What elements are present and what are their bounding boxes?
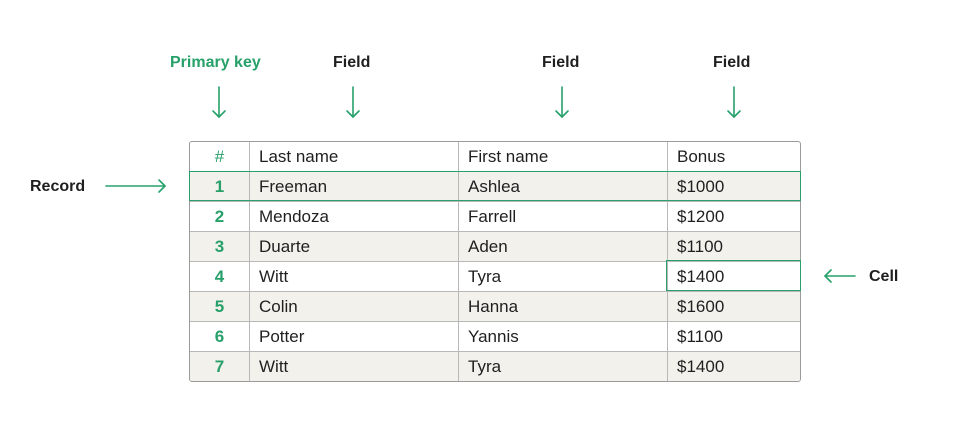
arrow-down-icon-primary-key bbox=[212, 86, 226, 118]
table-row: 4 Witt Tyra $1400 bbox=[190, 261, 800, 291]
header-cell-last-name: Last name bbox=[249, 142, 458, 171]
last-name-cell: Witt bbox=[249, 352, 458, 381]
header-cell-id: # bbox=[214, 147, 225, 166]
bonus-cell: $1100 bbox=[667, 322, 800, 351]
table-row: 5 Colin Hanna $1600 bbox=[190, 291, 800, 321]
last-name-cell: Colin bbox=[249, 292, 458, 321]
bonus-cell: $1200 bbox=[667, 202, 800, 231]
header-cell-first-name: First name bbox=[458, 142, 667, 171]
bonus-cell: $1000 bbox=[667, 172, 800, 201]
record-label: Record bbox=[30, 178, 86, 195]
first-name-cell: Ashlea bbox=[458, 172, 667, 201]
bonus-cell: $1600 bbox=[667, 292, 800, 321]
arrow-down-icon-field-1 bbox=[346, 86, 360, 118]
field-label-bonus: Field bbox=[713, 54, 751, 71]
bonus-cell: $1400 bbox=[667, 352, 800, 381]
table-row: 2 Mendoza Farrell $1200 bbox=[190, 201, 800, 231]
field-label-last-name: Field bbox=[333, 54, 371, 71]
bonus-cell: $1100 bbox=[667, 232, 800, 261]
first-name-cell: Farrell bbox=[458, 202, 667, 231]
last-name-cell: Freeman bbox=[249, 172, 458, 201]
arrow-down-icon-field-3 bbox=[727, 86, 741, 118]
last-name-cell: Witt bbox=[249, 262, 458, 291]
first-name-cell: Yannis bbox=[458, 322, 667, 351]
table-header-row: # Last name First name Bonus bbox=[190, 142, 800, 171]
first-name-cell: Hanna bbox=[458, 292, 667, 321]
table-row: 7 Witt Tyra $1400 bbox=[190, 351, 800, 381]
row-id-cell: 7 bbox=[214, 357, 225, 376]
table-row: 3 Duarte Aden $1100 bbox=[190, 231, 800, 261]
row-id-cell: 5 bbox=[214, 297, 225, 316]
header-cell-bonus: Bonus bbox=[667, 142, 800, 171]
arrow-right-icon-record bbox=[105, 179, 166, 193]
first-name-cell: Tyra bbox=[458, 262, 667, 291]
row-id-cell: 6 bbox=[214, 327, 225, 346]
last-name-cell: Potter bbox=[249, 322, 458, 351]
arrow-down-icon-field-2 bbox=[555, 86, 569, 118]
primary-key-label: Primary key bbox=[170, 54, 261, 71]
first-name-cell: Aden bbox=[458, 232, 667, 261]
last-name-cell: Duarte bbox=[249, 232, 458, 261]
cell-label: Cell bbox=[869, 268, 899, 285]
first-name-cell: Tyra bbox=[458, 352, 667, 381]
last-name-cell: Mendoza bbox=[249, 202, 458, 231]
table-row: 1 Freeman Ashlea $1000 bbox=[190, 171, 800, 201]
row-id-cell: 4 bbox=[214, 267, 225, 286]
table-row: 6 Potter Yannis $1100 bbox=[190, 321, 800, 351]
row-id-cell: 2 bbox=[214, 207, 225, 226]
row-id-cell: 1 bbox=[214, 177, 225, 196]
field-label-first-name: Field bbox=[542, 54, 580, 71]
bonus-cell: $1400 bbox=[667, 262, 800, 291]
row-id-cell: 3 bbox=[214, 237, 225, 256]
arrow-left-icon-cell bbox=[824, 269, 856, 283]
data-table: # Last name First name Bonus 1 Freeman A… bbox=[189, 141, 801, 382]
